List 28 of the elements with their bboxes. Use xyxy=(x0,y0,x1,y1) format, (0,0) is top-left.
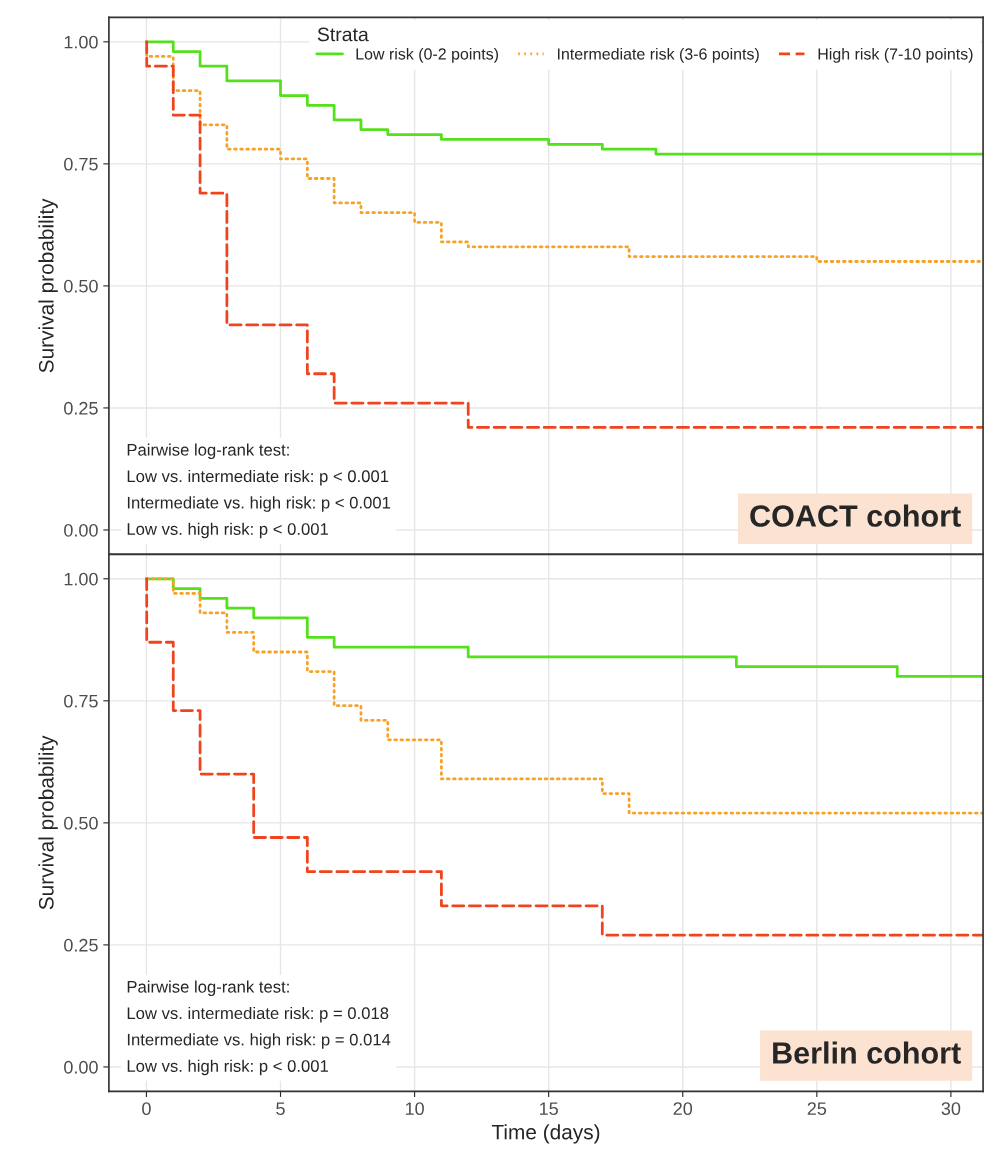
legend-label: High risk (7-10 points) xyxy=(818,47,973,63)
y-axis-title: Survival probability xyxy=(38,198,58,373)
y-axis-title: Survival probability xyxy=(38,735,58,910)
x-tick-label: 5 xyxy=(276,1102,285,1116)
y-tick-label: 1.00 xyxy=(64,572,98,586)
x-tick-label: 30 xyxy=(941,1102,961,1116)
y-tick-label: 0.00 xyxy=(64,523,98,537)
annotation: Pairwise log-rank test: Low vs. intermediate risk: p < 0.001 Intermediate vs. high risk: p < 0.001 Low vs. high risk: p < 0.001 xyxy=(127,443,391,539)
x-axis-title: Time (days) xyxy=(491,1124,600,1144)
y-tick-label: 1.00 xyxy=(64,35,98,49)
annotation: Pairwise log-rank test: Low vs. intermediate risk: p = 0.018 Intermediate vs. high risk: p = 0.014 Low vs. high risk: p < 0.001 xyxy=(127,980,391,1076)
y-tick-label: 0.25 xyxy=(64,938,98,952)
annotation: Berlin cohort xyxy=(773,1041,961,1064)
x-tick-label: 25 xyxy=(807,1102,827,1116)
legend-label: Intermediate risk (3-6 points) xyxy=(557,47,759,63)
x-tick-label: 0 xyxy=(142,1102,151,1116)
annotation: COACT cohort xyxy=(750,504,961,527)
x-tick-label: 20 xyxy=(673,1102,693,1116)
legend-label: Low risk (0-2 points) xyxy=(356,47,499,63)
x-tick-label: 10 xyxy=(405,1102,424,1116)
x-tick-label: 15 xyxy=(540,1102,558,1116)
y-tick-label: 0.75 xyxy=(64,157,98,171)
y-tick-label: 0.00 xyxy=(64,1060,98,1074)
y-tick-label: 0.25 xyxy=(64,401,98,415)
legend-title: Strata xyxy=(317,27,369,42)
y-tick-label: 0.50 xyxy=(64,816,98,830)
y-tick-label: 0.75 xyxy=(64,694,98,708)
y-tick-label: 0.50 xyxy=(64,279,98,293)
